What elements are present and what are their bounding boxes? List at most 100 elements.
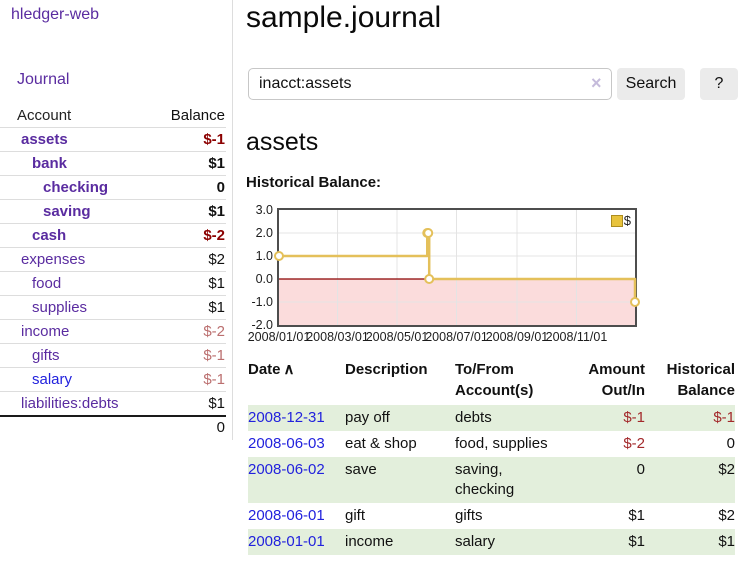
account-balance: 0 <box>216 179 225 196</box>
account-balance: $-1 <box>203 371 225 388</box>
accounts-cell: gifts <box>455 507 483 524</box>
balance-cell: $2 <box>718 507 735 524</box>
account-link-gifts[interactable]: gifts <box>32 347 60 364</box>
date-link[interactable]: 2008-06-03 <box>248 435 325 452</box>
accounts-total-row: 0 <box>0 415 226 439</box>
clear-search-icon[interactable]: × <box>591 73 602 93</box>
column-header-accounts: To/From Account(s) <box>455 361 534 399</box>
page-title: sample.journal <box>246 1 442 34</box>
account-row: gifts $-1 <box>0 343 226 367</box>
balance-column-header: Balance <box>170 107 225 124</box>
date-link[interactable]: 2008-06-01 <box>248 507 325 524</box>
account-row: cash $-2 <box>0 223 226 247</box>
register-header-row: Date ∧ Description To/From Account(s) Amo… <box>248 359 735 405</box>
account-balance: $1 <box>208 203 225 220</box>
account-link-expenses[interactable]: expenses <box>21 251 86 268</box>
accounts-cell: debts <box>455 409 492 426</box>
chart-plot: $ <box>274 208 640 327</box>
account-row: checking 0 <box>0 175 226 199</box>
account-link-food[interactable]: food <box>32 275 62 292</box>
account-link-assets[interactable]: assets <box>21 131 68 148</box>
y-tick-label: 3.0 <box>255 202 273 217</box>
amount-cell: $1 <box>628 533 645 550</box>
amount-cell: $-1 <box>623 409 645 426</box>
column-header-amount: Amount Out/In <box>588 361 645 399</box>
amount-cell: $1 <box>628 507 645 524</box>
account-link-salary[interactable]: salary <box>32 371 73 388</box>
account-column-header: Account <box>17 107 72 124</box>
account-link-income[interactable]: income <box>21 323 70 340</box>
date-link[interactable]: 2008-12-31 <box>248 409 325 426</box>
legend-label: $ <box>623 213 631 228</box>
y-tick-label: -1.0 <box>251 294 273 309</box>
x-tick-label: 2008/05/01 <box>365 330 429 344</box>
accounts-total-balance: 0 <box>216 419 225 436</box>
balance-cell: $-1 <box>713 409 735 426</box>
y-tick-label: 1.0 <box>255 248 273 263</box>
chart-legend: $ <box>610 213 631 228</box>
description-cell: eat & shop <box>345 435 417 452</box>
y-tick-label: 0.0 <box>255 271 273 286</box>
account-link-checking[interactable]: checking <box>43 179 109 196</box>
accounts-cell: saving, checking <box>455 461 515 498</box>
account-link-saving[interactable]: saving <box>43 203 91 220</box>
sort-ascending-icon: ∧ <box>283 361 295 378</box>
y-tick-label: 2.0 <box>255 225 273 240</box>
search-button[interactable]: Search <box>617 68 685 100</box>
account-link-supplies[interactable]: supplies <box>32 299 88 316</box>
column-header-balance: Historical Balance <box>666 361 735 399</box>
account-link-liabilities-debts[interactable]: liabilities:debts <box>21 395 119 412</box>
account-row: salary $-1 <box>0 367 226 391</box>
y-tick-label: -2.0 <box>251 317 273 332</box>
account-balance: $-1 <box>203 131 225 148</box>
account-balance: $-1 <box>203 347 225 364</box>
x-tick-label: 2008/11/01 <box>545 330 608 344</box>
account-row: income $-2 <box>0 319 226 343</box>
account-balance: $-2 <box>203 227 225 244</box>
account-row: supplies $1 <box>0 295 226 319</box>
amount-cell: $-2 <box>623 435 645 452</box>
column-header-description: Description <box>345 361 428 378</box>
balance-cell: $2 <box>718 461 735 478</box>
help-button[interactable]: ? <box>700 68 738 100</box>
sidebar-item-journal[interactable]: Journal <box>17 71 70 88</box>
account-row: food $1 <box>0 271 226 295</box>
search-input[interactable] <box>248 68 612 100</box>
table-row: 2008-06-01 gift gifts $1 $2 <box>248 503 735 529</box>
accounts-table: Account Balance assets $-1 bank $1 check… <box>0 104 226 439</box>
chart-canvas <box>274 210 640 325</box>
table-row: 2008-01-01 income salary $1 $1 <box>248 529 735 555</box>
sidebar: hledger-web Journal Account Balance asse… <box>0 0 233 440</box>
accounts-cell: salary <box>455 533 496 550</box>
account-link-bank[interactable]: bank <box>32 155 68 172</box>
account-balance: $2 <box>208 251 225 268</box>
account-row: saving $1 <box>0 199 226 223</box>
account-balance: $1 <box>208 155 225 172</box>
description-cell: gift <box>345 507 366 524</box>
account-row: assets $-1 <box>0 127 226 151</box>
account-balance: $1 <box>208 299 225 316</box>
date-link[interactable]: 2008-06-02 <box>248 461 325 478</box>
account-link-cash[interactable]: cash <box>32 227 67 244</box>
description-cell: save <box>345 461 377 478</box>
table-row: 2008-06-03 eat & shop food, supplies $-2… <box>248 431 735 457</box>
account-row: liabilities:debts $1 <box>0 391 226 415</box>
account-balance: $1 <box>208 275 225 292</box>
balance-cell: 0 <box>726 435 735 452</box>
account-balance: $-2 <box>203 323 225 340</box>
brand-link[interactable]: hledger-web <box>11 6 100 23</box>
amount-cell: 0 <box>636 461 645 478</box>
table-row: 2008-06-02 save saving, checking 0 $2 <box>248 457 735 503</box>
table-row: 2008-12-31 pay off debts $-1 $-1 <box>248 405 735 431</box>
x-tick-label: 2008/07/01 <box>425 330 488 344</box>
column-header-date[interactable]: Date ∧ <box>248 361 295 378</box>
legend-swatch-icon <box>610 214 623 227</box>
accounts-cell: food, supplies <box>455 435 548 452</box>
account-heading: assets <box>246 128 319 156</box>
date-link[interactable]: 2008-01-01 <box>248 533 325 550</box>
account-balance: $1 <box>208 395 225 412</box>
x-tick-label: 2008/09/01 <box>485 330 549 344</box>
accounts-table-header: Account Balance <box>0 104 226 127</box>
historical-balance-chart: $ 3.0 2.0 1.0 0.0 -1.0 -2.0 2008/01/01 2008/03/… <box>245 201 742 353</box>
x-tick-label: 2008/03/01 <box>306 330 369 344</box>
